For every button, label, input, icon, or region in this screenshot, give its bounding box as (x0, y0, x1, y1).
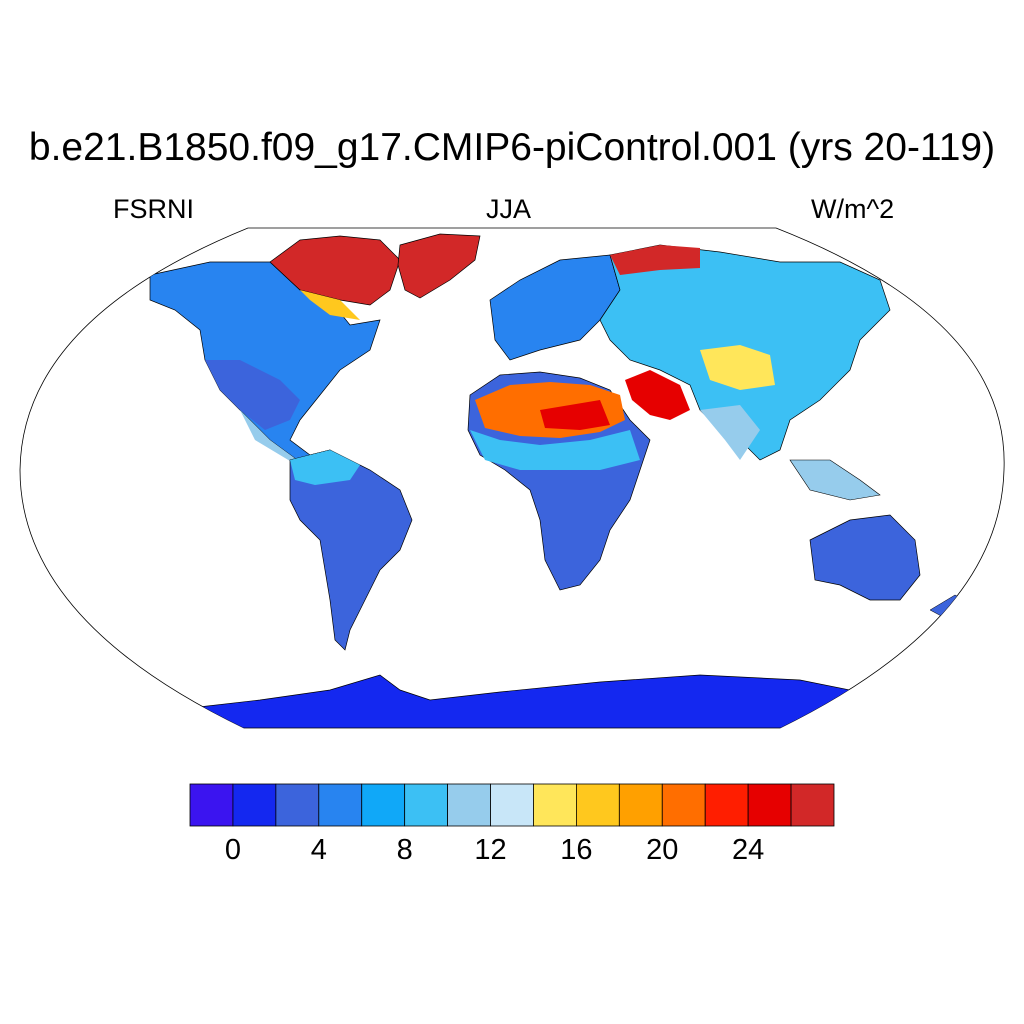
colorbar-swatch (747, 783, 792, 827)
colorbar-swatch (447, 783, 491, 827)
colorbar-swatch (704, 783, 749, 827)
maritime-continent (789, 459, 881, 501)
colorbar-swatch (232, 783, 277, 827)
colorbar-tick-label: 24 (731, 834, 765, 866)
units-label: W/m^2 (811, 194, 895, 224)
colorbar-swatch (661, 783, 706, 827)
colorbar-swatch (490, 783, 534, 827)
europe (489, 254, 621, 361)
season-label: JJA (486, 194, 532, 224)
colorbar-swatch (361, 783, 406, 827)
north-america-south (205, 360, 300, 430)
south-america (289, 449, 413, 651)
colorbar-swatch (275, 783, 320, 827)
colorbar-tick-label: 4 (310, 834, 327, 866)
india (700, 405, 760, 460)
colorbar-swatch (533, 783, 577, 827)
colorbar-swatch (790, 783, 835, 827)
plot-title: b.e21.B1850.f09_g17.CMIP6-piControl.001 … (28, 126, 996, 169)
colorbar-swatch (189, 783, 234, 827)
variable-label: FSRNI (113, 194, 194, 224)
sahel (470, 430, 640, 470)
colorbar-tick-label: 8 (396, 834, 413, 866)
siberian-arctic (610, 245, 700, 275)
colorbar-swatch (618, 783, 663, 827)
sahara-hotspot (540, 400, 610, 430)
colorbar-tick-label: 12 (474, 834, 507, 866)
colorbar-swatch (576, 783, 620, 827)
central-america (240, 410, 320, 470)
hudson-edge (300, 290, 360, 320)
arabia (625, 370, 690, 420)
colorbar-tick-label: 16 (560, 834, 593, 866)
greenland (397, 233, 481, 299)
australia (809, 514, 921, 601)
colorbar-tick-label: 20 (646, 834, 679, 866)
south-america-north (290, 450, 360, 485)
colorbar-tick-label: 0 (224, 834, 241, 866)
central-asia-hot (700, 345, 775, 390)
colorbar-swatch (318, 783, 363, 827)
colorbar-swatch (404, 783, 448, 827)
